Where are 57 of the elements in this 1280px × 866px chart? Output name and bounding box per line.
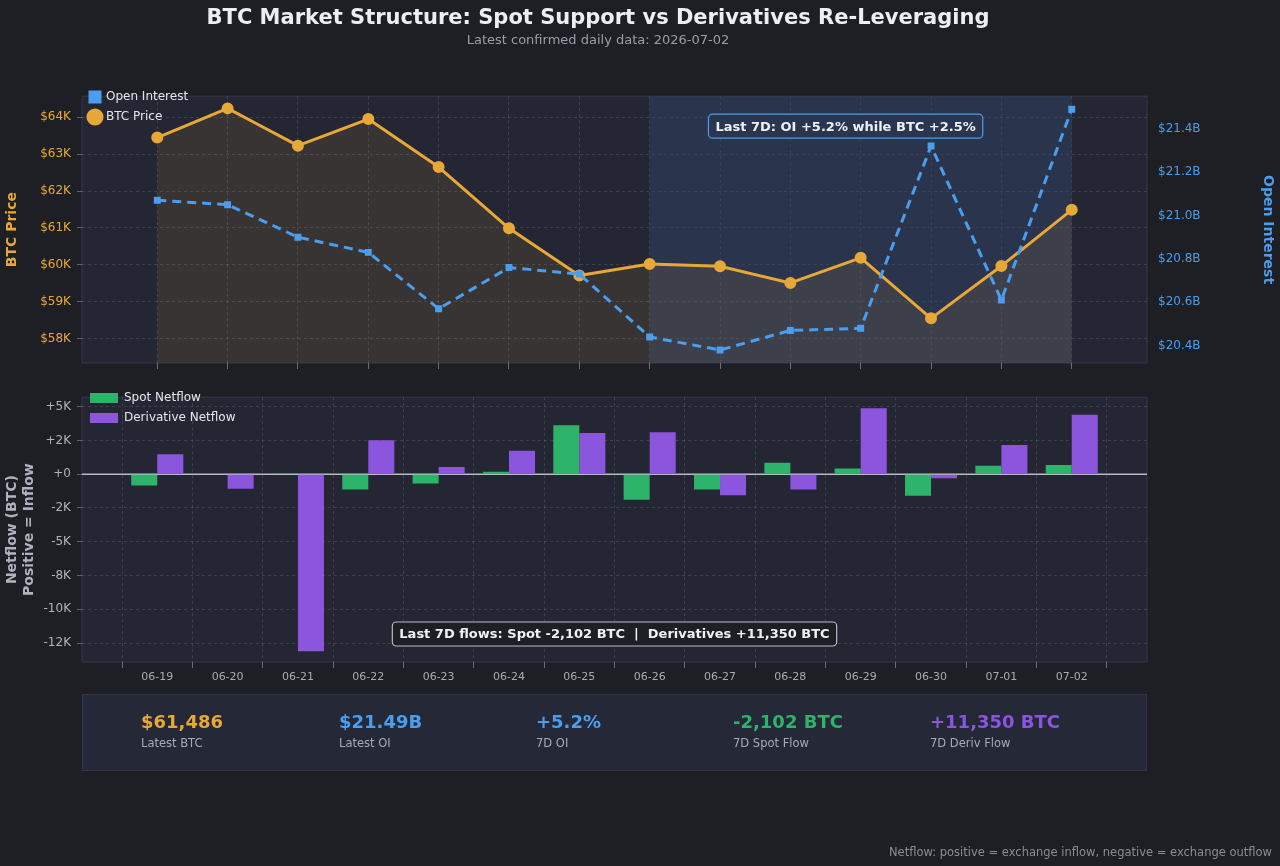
legend-label: BTC Price bbox=[106, 109, 163, 124]
text: Netflow: positive = exchange inflow, negative = exchange outflow bbox=[889, 845, 1272, 859]
chart-subtitle: Latest confirmed daily data: 2026-07-02 bbox=[465, 32, 731, 47]
text: Latest BTC bbox=[141, 736, 204, 750]
text: $21.49B bbox=[339, 711, 423, 732]
x-tick-label: 06-22 bbox=[352, 670, 385, 684]
y2-tick-label: $20.8B bbox=[1158, 251, 1201, 266]
text: $61,486 bbox=[141, 711, 223, 732]
y-tick-label: $64K bbox=[40, 109, 73, 124]
y2-tick-label: $21.4B bbox=[1158, 120, 1201, 135]
text: -2,102 BTC bbox=[733, 711, 843, 732]
y-axis-title: BTC Price bbox=[3, 192, 20, 268]
y-tick-label: -8K bbox=[51, 567, 73, 582]
text: +5.2% bbox=[536, 711, 602, 732]
annotation: Last 7D: OI +5.2% while BTC +2.5% bbox=[715, 118, 976, 134]
x-tick-label: 07-01 bbox=[985, 670, 1018, 684]
y-tick-label: +0 bbox=[53, 466, 71, 481]
y-tick-label: +5K bbox=[45, 398, 73, 413]
legend-label: Spot Netflow bbox=[124, 390, 202, 405]
y2-tick-label: $21.0B bbox=[1158, 207, 1201, 222]
legend-label: Derivative Netflow bbox=[124, 410, 236, 425]
x-tick-label: 06-21 bbox=[281, 670, 314, 684]
y-tick-label: -10K bbox=[43, 601, 73, 616]
text: 7D Deriv Flow bbox=[930, 736, 1012, 750]
text: 7D Spot Flow bbox=[733, 736, 810, 750]
y2-tick-label: $20.6B bbox=[1158, 294, 1201, 309]
y-tick-label: $61K bbox=[40, 220, 73, 235]
y-tick-label: $63K bbox=[40, 146, 73, 161]
y-tick-label: -5K bbox=[51, 533, 73, 548]
x-tick-label: 06-25 bbox=[563, 670, 596, 684]
y-axis-title: Netflow (BTC) Positive = Inflow bbox=[3, 463, 36, 596]
chart-title: BTC Market Structure: Spot Support vs Derivatives Re-Leveraging bbox=[205, 5, 991, 29]
annotation: Last 7D flows: Spot -2,102 BTC | Derivatives +11,350 BTC bbox=[399, 626, 830, 642]
x-tick-label: 06-19 bbox=[141, 670, 174, 684]
y-tick-label: $59K bbox=[40, 293, 73, 308]
x-tick-label: 06-20 bbox=[211, 670, 244, 684]
x-tick-label: 06-30 bbox=[915, 670, 948, 684]
x-tick-label: 06-28 bbox=[774, 670, 807, 684]
y-tick-label: $58K bbox=[40, 330, 73, 345]
y2-tick-label: $20.4B bbox=[1158, 337, 1201, 352]
x-tick-label: 06-26 bbox=[633, 670, 666, 684]
y-tick-label: $62K bbox=[40, 183, 73, 198]
y2-axis-title: Open Interest bbox=[1260, 175, 1277, 285]
y-tick-label: +2K bbox=[45, 432, 73, 447]
text: +11,350 BTC bbox=[930, 711, 1061, 732]
x-tick-label: 06-29 bbox=[844, 670, 877, 684]
y2-tick-label: $21.2B bbox=[1158, 164, 1201, 179]
x-tick-label: 06-27 bbox=[704, 670, 736, 684]
y-tick-label: -2K bbox=[51, 500, 73, 515]
y-tick-label: $60K bbox=[40, 256, 73, 271]
text: Latest OI bbox=[339, 736, 392, 750]
text: 7D OI bbox=[536, 736, 570, 750]
x-tick-label: 07-02 bbox=[1055, 670, 1088, 684]
y-tick-label: -12K bbox=[43, 635, 73, 650]
x-tick-label: 06-23 bbox=[422, 670, 455, 684]
legend-label: Open Interest bbox=[106, 89, 189, 104]
x-tick-label: 06-24 bbox=[493, 670, 525, 684]
